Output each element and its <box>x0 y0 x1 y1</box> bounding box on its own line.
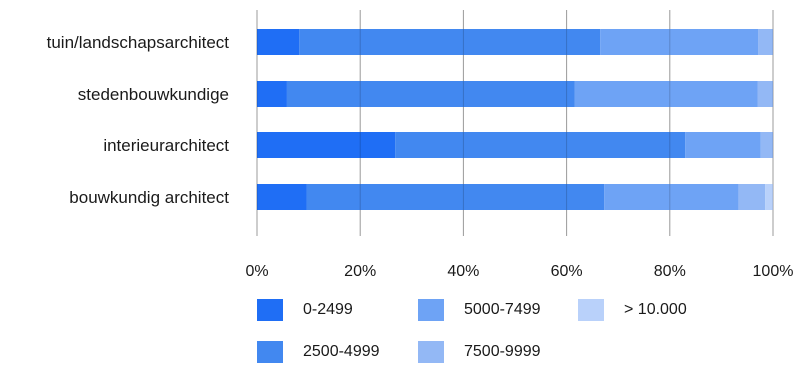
x-tick-label: 40% <box>447 263 479 280</box>
category-label: tuin/landschapsarchitect <box>47 33 230 52</box>
bar-segment <box>574 81 758 107</box>
bar-segment <box>257 81 287 107</box>
bar-segment <box>758 29 773 55</box>
bar-segment <box>257 132 396 158</box>
x-tick-labels: 0% 20% 40% 60% 80% 100% <box>245 263 793 280</box>
category-label: interieurarchitect <box>103 136 229 155</box>
bar-segment <box>760 132 773 158</box>
category-labels: tuin/landschapsarchitect stedenbouwkundig… <box>47 33 230 207</box>
bar-segment <box>604 184 739 210</box>
bar-segment <box>257 184 307 210</box>
bars <box>257 29 773 210</box>
bar-segment <box>286 81 575 107</box>
x-tick-label: 0% <box>245 263 268 280</box>
bar-segment <box>257 29 300 55</box>
x-tick-label: 20% <box>344 263 376 280</box>
bar-segment <box>395 132 686 158</box>
bar-segment <box>685 132 761 158</box>
x-tick-label: 60% <box>551 263 583 280</box>
bar-segment <box>600 29 759 55</box>
bar-segment <box>757 81 773 107</box>
gridlines-overlay <box>256 10 774 236</box>
category-label: bouwkundig architect <box>69 188 229 207</box>
x-tick-label: 100% <box>753 263 794 280</box>
category-label: stedenbouwkundige <box>78 85 229 104</box>
bar-segment <box>299 29 601 55</box>
bar-segment <box>765 184 773 210</box>
bar-segment <box>738 184 766 210</box>
bar-segment <box>306 184 605 210</box>
x-tick-label: 80% <box>654 263 686 280</box>
